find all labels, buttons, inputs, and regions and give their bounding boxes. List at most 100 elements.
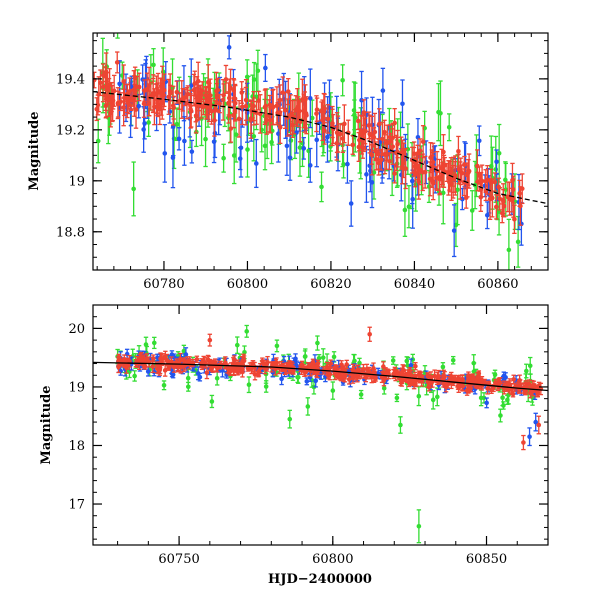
data-point (251, 77, 257, 82)
data-point (192, 81, 198, 86)
data-point (285, 89, 291, 94)
data-point (382, 129, 387, 135)
data-point (233, 132, 239, 137)
data-point (307, 163, 313, 168)
data-point (379, 157, 384, 163)
data-point (489, 387, 494, 393)
data-point (484, 400, 489, 406)
data-point (355, 118, 361, 124)
data-point (130, 96, 136, 101)
data-point (319, 184, 324, 190)
data-point (308, 96, 313, 101)
data-point (359, 97, 364, 103)
data-point (215, 365, 220, 371)
data-point (269, 139, 274, 145)
data-point (430, 180, 436, 186)
data-point (350, 142, 356, 148)
data-point (320, 355, 326, 360)
data-point (170, 155, 176, 161)
data-point (330, 121, 335, 126)
data-point (420, 139, 426, 144)
x-tick-label: 60860 (477, 277, 518, 292)
data-point (141, 101, 147, 106)
data-point (338, 375, 344, 381)
data-point (182, 95, 188, 100)
y-tick-label: 20 (68, 322, 85, 337)
data-point (115, 100, 121, 106)
data-point (217, 101, 222, 106)
data-point (277, 97, 283, 103)
data-point (427, 176, 433, 182)
x-tick-label: 60800 (227, 277, 268, 292)
data-point (239, 104, 245, 110)
data-point (380, 88, 386, 93)
data-point (371, 170, 377, 175)
y-tick-label: 18 (68, 439, 85, 454)
data-point (203, 93, 208, 98)
data-point (398, 422, 403, 428)
data-point (492, 179, 498, 185)
data-point (315, 340, 320, 346)
data-point (188, 103, 193, 108)
data-point (450, 176, 456, 182)
data-point (503, 187, 509, 192)
data-point (237, 156, 243, 161)
data-point (142, 358, 147, 363)
data-point (274, 343, 280, 349)
data-point (369, 374, 375, 380)
data-point (276, 131, 281, 136)
data-point (498, 413, 503, 418)
data-point (256, 98, 261, 103)
data-point (189, 149, 195, 154)
data-point (364, 172, 369, 177)
data-point (394, 150, 399, 156)
data-point (400, 164, 405, 170)
data-point (346, 376, 352, 382)
data-point (287, 416, 293, 422)
data-point (511, 377, 516, 382)
data-point (500, 395, 505, 400)
data-point (287, 155, 293, 160)
y-tick-label: 19.4 (56, 72, 85, 87)
data-point (236, 366, 241, 372)
data-point (121, 105, 126, 110)
y-tick-label: 18.8 (56, 225, 85, 240)
data-point (430, 397, 436, 403)
data-point (181, 348, 187, 354)
data-point (221, 93, 226, 98)
data-point (313, 378, 319, 384)
data-point (340, 136, 346, 141)
data-point (487, 196, 493, 202)
data-point (384, 152, 389, 158)
data-point (265, 359, 270, 365)
data-point (309, 115, 315, 121)
data-point (314, 111, 319, 116)
bottom-axes: 60750 60800 60850 17 18 19 20 (68, 304, 549, 567)
data-point (176, 136, 182, 142)
data-point (293, 107, 299, 113)
data-point (469, 208, 475, 213)
data-point (445, 382, 450, 388)
data-point (304, 379, 310, 384)
data-point (456, 148, 461, 154)
data-point (499, 210, 505, 216)
data-point (136, 103, 142, 109)
bottom-fit-curve (93, 361, 548, 392)
data-point (505, 381, 510, 387)
data-point (418, 373, 424, 379)
data-point (314, 137, 320, 143)
data-point (496, 150, 502, 156)
data-point (256, 372, 261, 377)
y-tick-label: 19 (68, 380, 85, 395)
data-point (105, 86, 110, 91)
data-point (394, 395, 400, 401)
data-point (527, 434, 532, 440)
data-point (521, 440, 526, 445)
data-point (263, 384, 269, 389)
data-point (369, 152, 375, 158)
data-point (410, 196, 416, 202)
data-point (145, 369, 151, 374)
data-point (448, 169, 454, 175)
data-point (506, 392, 511, 398)
